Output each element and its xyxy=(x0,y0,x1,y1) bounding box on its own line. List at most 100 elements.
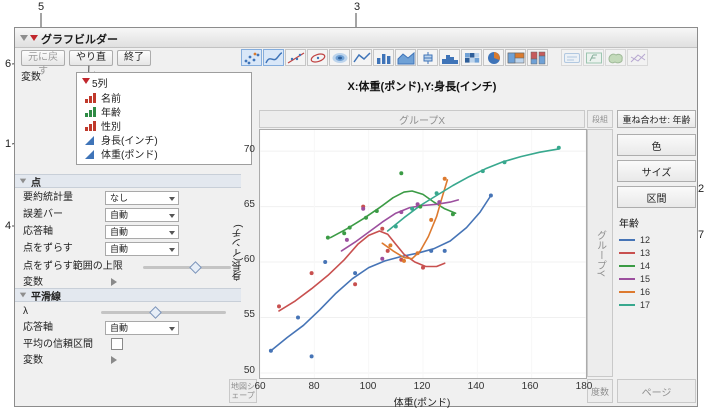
legend-swatch xyxy=(619,277,635,280)
jitter-select[interactable]: 自動 xyxy=(105,242,179,256)
line-icon[interactable] xyxy=(351,49,372,66)
response-axis-select[interactable]: 自動 xyxy=(105,225,179,239)
caret-down-icon xyxy=(169,214,175,218)
y-tick: 65 xyxy=(243,199,255,210)
box-plot-icon[interactable] xyxy=(417,49,438,66)
ellipse-icon[interactable] xyxy=(307,49,328,66)
disclosure-right-icon[interactable] xyxy=(111,356,117,364)
y-tick: 50 xyxy=(243,365,255,376)
summary-statistic-select[interactable]: なし xyxy=(105,191,179,205)
smoother-section-title: 平滑線 xyxy=(31,291,61,303)
legend-swatch xyxy=(619,264,635,267)
column-item-sex[interactable]: 性別 xyxy=(85,119,121,133)
map-shape-zone[interactable]: 地図シェープ xyxy=(229,379,257,403)
summary-statistic-label: 要約統計量 xyxy=(23,192,73,203)
legend-label: 12 xyxy=(640,234,651,245)
lambda-slider[interactable] xyxy=(101,306,226,319)
smoother-icon[interactable] xyxy=(263,49,284,66)
column-item-weight[interactable]: 体重(ポンド) xyxy=(85,147,158,161)
callout-1: 1 xyxy=(4,138,12,150)
legend-label: 15 xyxy=(640,273,651,284)
undo-button[interactable]: 元に戻す xyxy=(21,50,65,77)
slider-thumb[interactable] xyxy=(189,261,202,274)
nominal-column-icon xyxy=(85,120,96,131)
histogram-icon[interactable] xyxy=(439,49,460,66)
page-zone[interactable]: ページ xyxy=(617,379,696,403)
error-bars-label: 誤差バー xyxy=(23,209,63,220)
legend-label: 17 xyxy=(640,299,651,310)
group-y-zone[interactable]: グループY xyxy=(587,129,613,377)
caret-down-icon xyxy=(169,197,175,201)
formula-icon[interactable] xyxy=(583,49,604,66)
red-triangle-menu-icon[interactable] xyxy=(30,35,38,41)
heatmap-icon[interactable] xyxy=(461,49,482,66)
response-axis-value: 自動 xyxy=(110,227,129,237)
done-button[interactable]: 終了 xyxy=(117,50,151,66)
columns-count-label: 5列 xyxy=(92,79,108,90)
points-icon[interactable] xyxy=(241,49,262,66)
contour-icon[interactable] xyxy=(329,49,350,66)
column-item-age[interactable]: 年齢 xyxy=(85,105,121,119)
freq-zone[interactable]: 度数 xyxy=(587,379,613,403)
column-label: 名前 xyxy=(101,94,121,105)
x-tick: 140 xyxy=(467,381,485,392)
variables-list: 5列 名前 年齢 性別 身長(インチ) 体重(ポンド) xyxy=(76,72,252,165)
color-zone[interactable]: 色 xyxy=(617,134,696,156)
smoother-section-header[interactable]: 平滑線 xyxy=(15,288,241,303)
disclosure-right-icon[interactable] xyxy=(111,278,117,286)
smoother-response-axis-select[interactable]: 自動 xyxy=(105,321,179,335)
legend-entry[interactable]: 17 xyxy=(619,298,650,311)
legend-entry[interactable]: 13 xyxy=(619,246,650,259)
continuous-column-icon xyxy=(85,135,96,145)
element-palette-extra xyxy=(561,49,648,66)
jitter-limit-slider[interactable] xyxy=(143,261,231,274)
wrap-zone[interactable]: 段組 xyxy=(587,110,613,128)
interval-zone[interactable]: 区間 xyxy=(617,186,696,208)
treemap-icon[interactable] xyxy=(505,49,526,66)
column-item-height[interactable]: 身長(インチ) xyxy=(85,133,158,147)
window-title: グラフビルダー xyxy=(41,34,118,46)
overlay-zone[interactable]: 重ね合わせ: 年齢 xyxy=(617,110,696,128)
area-icon[interactable] xyxy=(395,49,416,66)
callout-5: 5 xyxy=(37,1,45,13)
legend-label: 16 xyxy=(640,286,651,297)
mosaic-icon[interactable] xyxy=(527,49,548,66)
legend-entry[interactable]: 14 xyxy=(619,259,650,272)
callout-7: 7 xyxy=(697,229,705,241)
caption-box-icon[interactable] xyxy=(561,49,582,66)
legend-label: 13 xyxy=(640,247,651,258)
ordinal-column-icon xyxy=(85,106,96,117)
x-tick: 120 xyxy=(413,381,431,392)
parallel-plot-icon[interactable] xyxy=(627,49,648,66)
response-axis-label: 応答軸 xyxy=(23,226,53,237)
callout-6: 6 xyxy=(4,58,12,70)
size-zone[interactable]: サイズ xyxy=(617,160,696,182)
columns-red-triangle-icon[interactable] xyxy=(82,78,90,84)
plot-area[interactable] xyxy=(259,129,587,379)
legend-entry[interactable]: 16 xyxy=(619,285,650,298)
group-x-zone[interactable]: グループX xyxy=(259,110,585,128)
legend-swatch xyxy=(619,290,635,293)
map-shapes-icon[interactable] xyxy=(605,49,626,66)
y-tick: 60 xyxy=(243,254,255,265)
legend-entry[interactable]: 15 xyxy=(619,272,650,285)
error-bars-select[interactable]: 自動 xyxy=(105,208,179,222)
legend-swatch xyxy=(619,303,635,306)
legend-entry[interactable]: 12 xyxy=(619,233,650,246)
redo-button[interactable]: やり直し xyxy=(69,50,113,77)
bar-icon[interactable] xyxy=(373,49,394,66)
nominal-column-icon xyxy=(85,92,96,103)
legend: 年齢 12 13 14 15 16 17 xyxy=(619,215,650,311)
lambda-label: λ xyxy=(23,306,28,317)
column-label: 体重(ポンド) xyxy=(101,150,158,161)
x-tick: 180 xyxy=(575,381,593,392)
y-axis-title[interactable]: 身長(インチ) xyxy=(233,224,244,282)
pie-icon[interactable] xyxy=(483,49,504,66)
outline-disclosure-icon[interactable] xyxy=(20,35,28,41)
line-of-fit-icon[interactable] xyxy=(285,49,306,66)
confidence-interval-checkbox[interactable] xyxy=(111,338,123,350)
slider-thumb[interactable] xyxy=(149,306,162,319)
x-axis-title[interactable]: 体重(ポンド) xyxy=(393,398,451,409)
column-item-name[interactable]: 名前 xyxy=(85,91,121,105)
points-section-header[interactable]: 点 xyxy=(15,174,241,189)
